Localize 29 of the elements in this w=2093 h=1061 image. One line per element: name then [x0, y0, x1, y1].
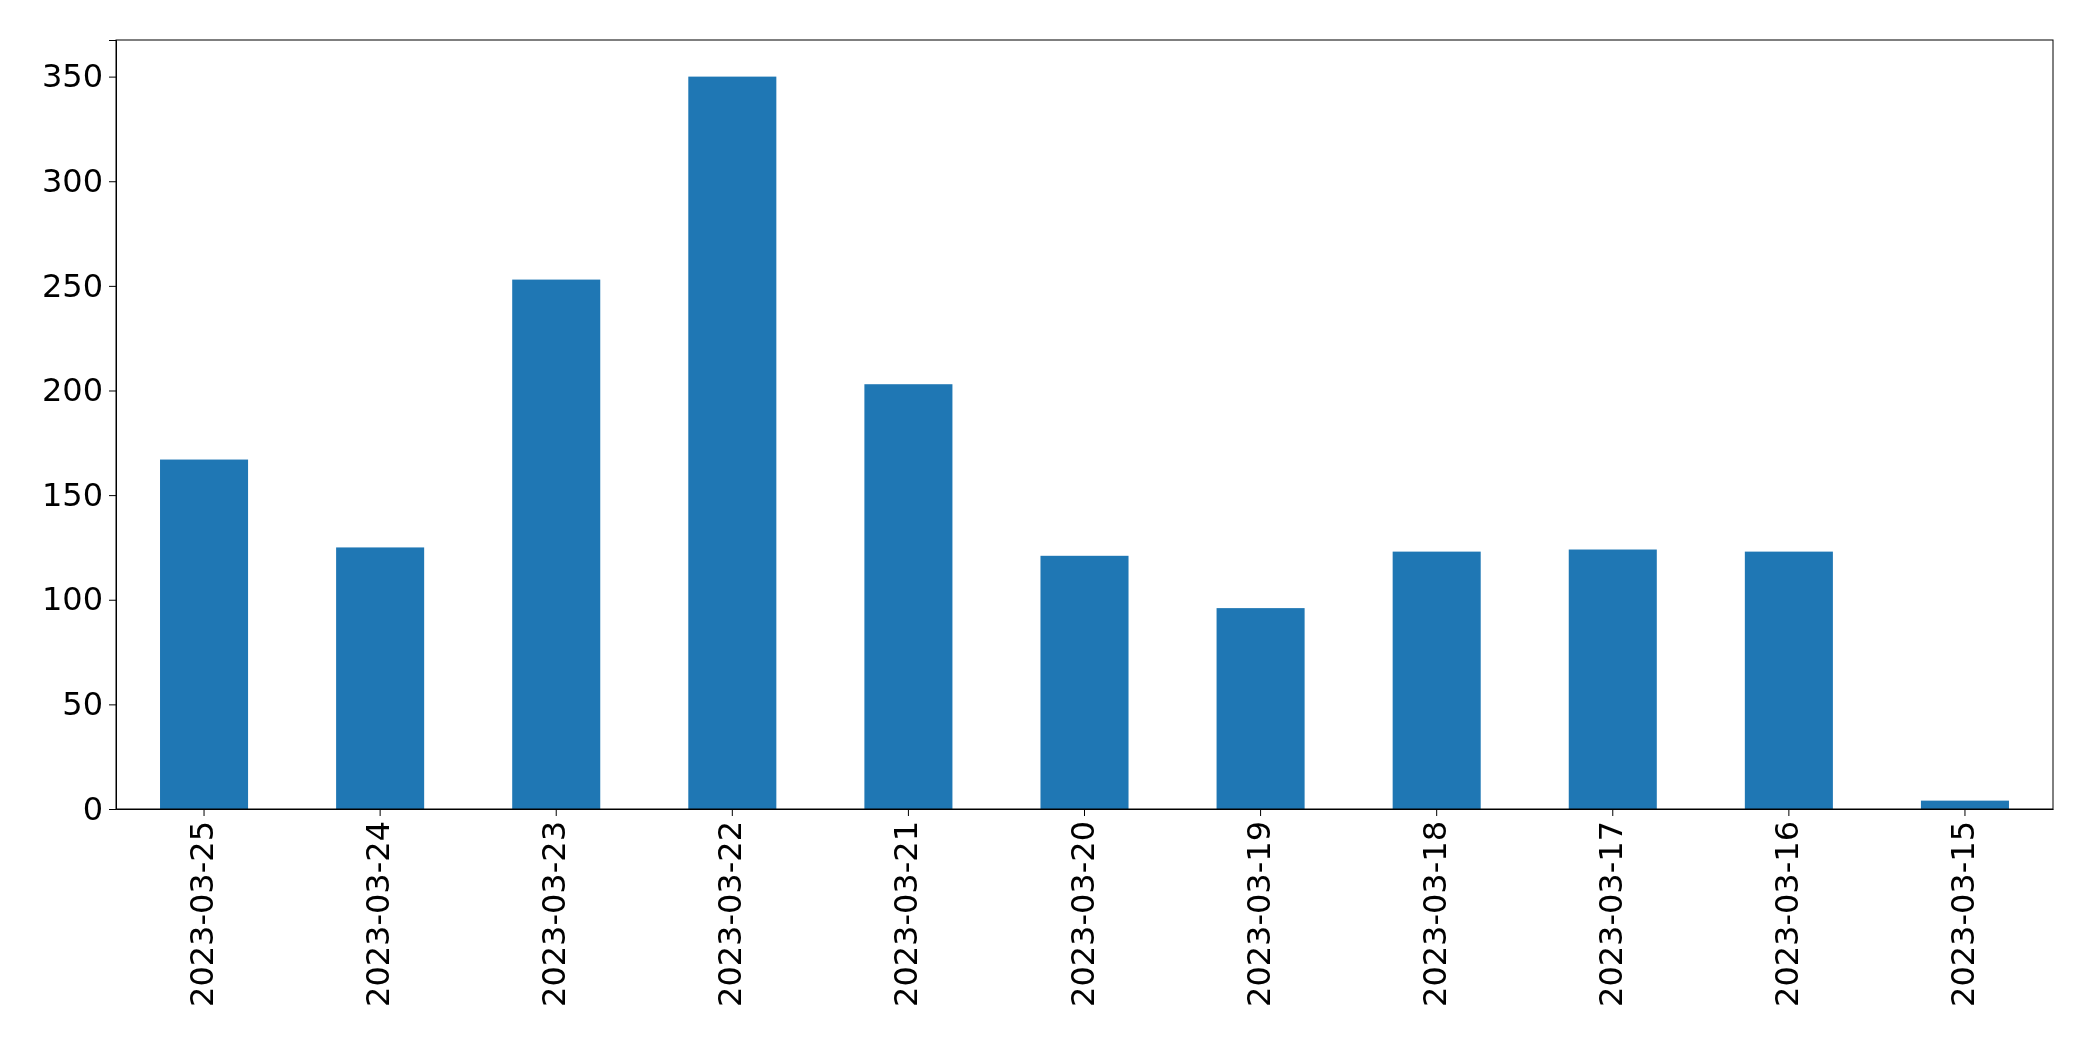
bar	[336, 547, 425, 809]
x-tick-label: 2023-03-24	[359, 821, 398, 1007]
y-tick-label: 300	[41, 161, 103, 200]
x-tick-label: 2023-03-15	[1943, 821, 1982, 1007]
y-tick-label: 250	[41, 266, 103, 305]
y-tick-label: 350	[41, 57, 103, 96]
bar	[1216, 608, 1305, 809]
bar	[160, 459, 249, 809]
x-tick-label: 2023-03-16	[1767, 821, 1806, 1007]
x-tick-label: 2023-03-17	[1591, 821, 1630, 1007]
bar	[864, 384, 953, 809]
x-tick-label: 2023-03-19	[1239, 821, 1278, 1007]
bar	[1568, 549, 1657, 809]
y-tick-label: 150	[41, 475, 103, 514]
y-tick-label: 200	[41, 371, 103, 410]
bar	[1392, 551, 1481, 809]
y-tick-label: 100	[41, 580, 103, 619]
x-tick-label: 2023-03-18	[1415, 821, 1454, 1007]
y-tick-label: 50	[62, 685, 103, 724]
y-tick-label: 0	[82, 789, 103, 828]
x-tick-label: 2023-03-20	[1063, 821, 1102, 1007]
x-tick-label: 2023-03-22	[711, 821, 750, 1007]
bar	[1040, 555, 1129, 809]
x-tick-label: 2023-03-21	[887, 821, 926, 1007]
bar	[512, 279, 601, 809]
bar	[688, 76, 777, 809]
x-tick-label: 2023-03-23	[535, 821, 574, 1007]
bar	[1744, 551, 1833, 809]
x-tick-label: 2023-03-25	[183, 821, 222, 1007]
